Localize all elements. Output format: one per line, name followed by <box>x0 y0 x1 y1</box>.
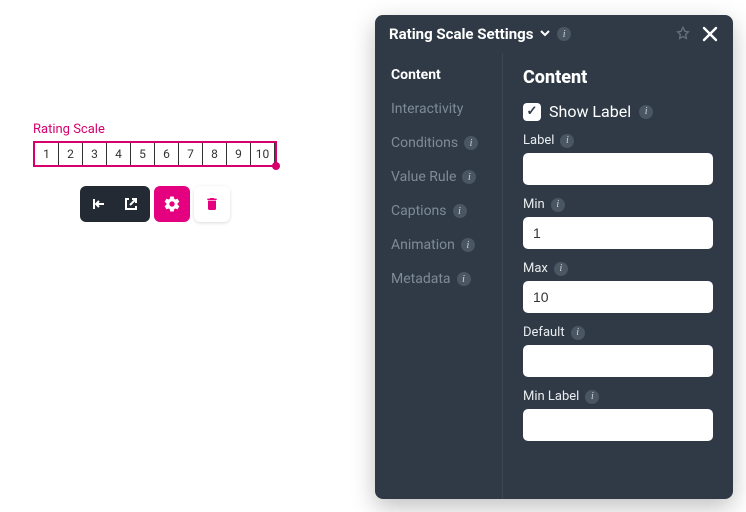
content-heading: Content <box>523 67 713 88</box>
nav-label: Conditions <box>391 135 458 151</box>
settings-panel: Rating Scale Settings i Content Interact… <box>375 15 733 499</box>
nav-label: Content <box>391 67 441 83</box>
default-field-row: Default i <box>523 325 713 377</box>
label-input[interactable] <box>523 153 713 185</box>
rating-cell[interactable]: 3 <box>83 143 107 165</box>
panel-content: Content ✓ Show Label i Label i Min i <box>503 53 733 499</box>
info-icon: i <box>457 272 471 286</box>
close-icon[interactable] <box>701 25 719 43</box>
min-label-field-row: Min Label i <box>523 389 713 441</box>
info-icon: i <box>453 204 467 218</box>
trash-icon <box>204 196 220 212</box>
nav-label: Metadata <box>391 271 451 287</box>
info-icon: i <box>461 238 475 252</box>
toolbar-group-dark <box>80 186 150 222</box>
min-field-row: Min i <box>523 197 713 249</box>
max-field-label: Max i <box>523 261 713 276</box>
field-label-text: Min <box>523 197 545 212</box>
panel-header: Rating Scale Settings i <box>375 15 733 53</box>
rating-scale-component[interactable]: Rating Scale 1 2 3 4 5 6 7 8 9 10 <box>33 122 277 167</box>
rating-cell[interactable]: 8 <box>203 143 227 165</box>
nav-label: Captions <box>391 203 447 219</box>
rating-cell[interactable]: 7 <box>179 143 203 165</box>
rating-cell[interactable]: 2 <box>59 143 83 165</box>
show-label-text: Show Label <box>549 102 631 121</box>
nav-interactivity[interactable]: Interactivity <box>391 101 492 117</box>
info-icon[interactable]: i <box>554 262 568 276</box>
panel-title-text: Rating Scale Settings <box>389 25 533 43</box>
info-icon[interactable]: i <box>551 198 565 212</box>
open-external-icon <box>123 196 139 212</box>
rating-cell[interactable]: 5 <box>131 143 155 165</box>
align-start-icon <box>91 196 107 212</box>
nav-content[interactable]: Content <box>391 67 492 83</box>
show-label-checkbox[interactable]: ✓ <box>523 103 541 121</box>
rating-cell[interactable]: 9 <box>227 143 251 165</box>
field-label-text: Label <box>523 133 554 148</box>
align-start-button[interactable] <box>84 190 114 218</box>
panel-nav: Content Interactivity Conditions i Value… <box>375 53 503 499</box>
rating-cell[interactable]: 6 <box>155 143 179 165</box>
chevron-down-icon <box>539 27 551 39</box>
nav-animation[interactable]: Animation i <box>391 237 492 253</box>
max-field-row: Max i <box>523 261 713 313</box>
field-label-text: Default <box>523 325 565 340</box>
info-icon[interactable]: i <box>560 134 574 148</box>
info-icon[interactable]: i <box>557 27 571 41</box>
nav-value-rule[interactable]: Value Rule i <box>391 169 492 185</box>
info-icon: i <box>462 170 476 184</box>
min-label-field-label: Min Label i <box>523 389 713 404</box>
nav-metadata[interactable]: Metadata i <box>391 271 492 287</box>
rating-scale-boxes[interactable]: 1 2 3 4 5 6 7 8 9 10 <box>33 141 277 167</box>
rating-cell[interactable]: 10 <box>251 143 275 165</box>
label-field-row: Label i <box>523 133 713 185</box>
open-external-button[interactable] <box>116 190 146 218</box>
nav-conditions[interactable]: Conditions i <box>391 135 492 151</box>
rating-cell[interactable]: 4 <box>107 143 131 165</box>
info-icon[interactable]: i <box>639 105 653 119</box>
info-icon[interactable]: i <box>585 390 599 404</box>
nav-captions[interactable]: Captions i <box>391 203 492 219</box>
max-input[interactable] <box>523 281 713 313</box>
panel-body: Content Interactivity Conditions i Value… <box>375 53 733 499</box>
nav-label: Interactivity <box>391 101 463 117</box>
default-input[interactable] <box>523 345 713 377</box>
delete-button[interactable] <box>194 186 230 222</box>
gear-icon <box>163 195 181 213</box>
info-icon[interactable]: i <box>571 326 585 340</box>
nav-label: Value Rule <box>391 169 456 185</box>
component-toolbar <box>80 186 230 222</box>
label-field-label: Label i <box>523 133 713 148</box>
rating-scale-title: Rating Scale <box>33 122 277 137</box>
panel-title[interactable]: Rating Scale Settings <box>389 25 551 43</box>
settings-button[interactable] <box>154 186 190 222</box>
min-field-label: Min i <box>523 197 713 212</box>
pin-icon[interactable] <box>675 26 691 42</box>
resize-handle[interactable] <box>272 162 280 170</box>
info-icon: i <box>464 136 478 150</box>
nav-label: Animation <box>391 237 455 253</box>
min-label-input[interactable] <box>523 409 713 441</box>
min-input[interactable] <box>523 217 713 249</box>
show-label-row[interactable]: ✓ Show Label i <box>523 102 713 121</box>
field-label-text: Min Label <box>523 389 579 404</box>
field-label-text: Max <box>523 261 548 276</box>
default-field-label: Default i <box>523 325 713 340</box>
rating-cell[interactable]: 1 <box>35 143 59 165</box>
